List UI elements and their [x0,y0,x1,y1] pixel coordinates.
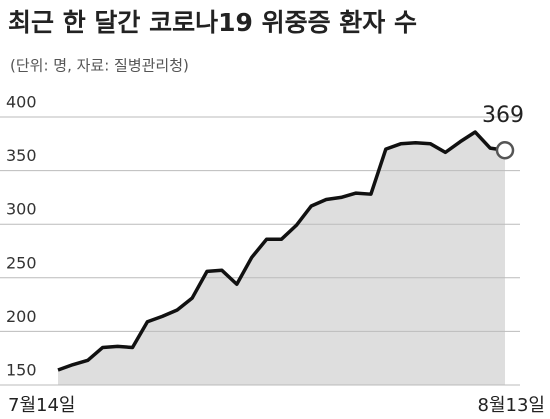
x-tick-label: 7월14일 [8,395,75,416]
x-tick-label: 8월13일 [478,395,545,416]
y-tick-label: 300 [6,200,37,219]
area [58,132,505,385]
chart-title: 최근 한 달간 코로나19 위중증 환자 수 [8,8,417,37]
line [57,130,506,372]
end-marker [495,140,515,160]
y-tick-label: 250 [6,253,37,272]
chart-subtitle: (단위: 명, 자료: 질병관리청) [10,57,189,75]
y-tick-label: 150 [6,361,37,380]
y-tick-label: 400 [6,93,37,112]
y-tick-label: 350 [6,146,37,165]
y-tick-label: 200 [6,307,37,326]
value-label: 369 [482,103,524,128]
